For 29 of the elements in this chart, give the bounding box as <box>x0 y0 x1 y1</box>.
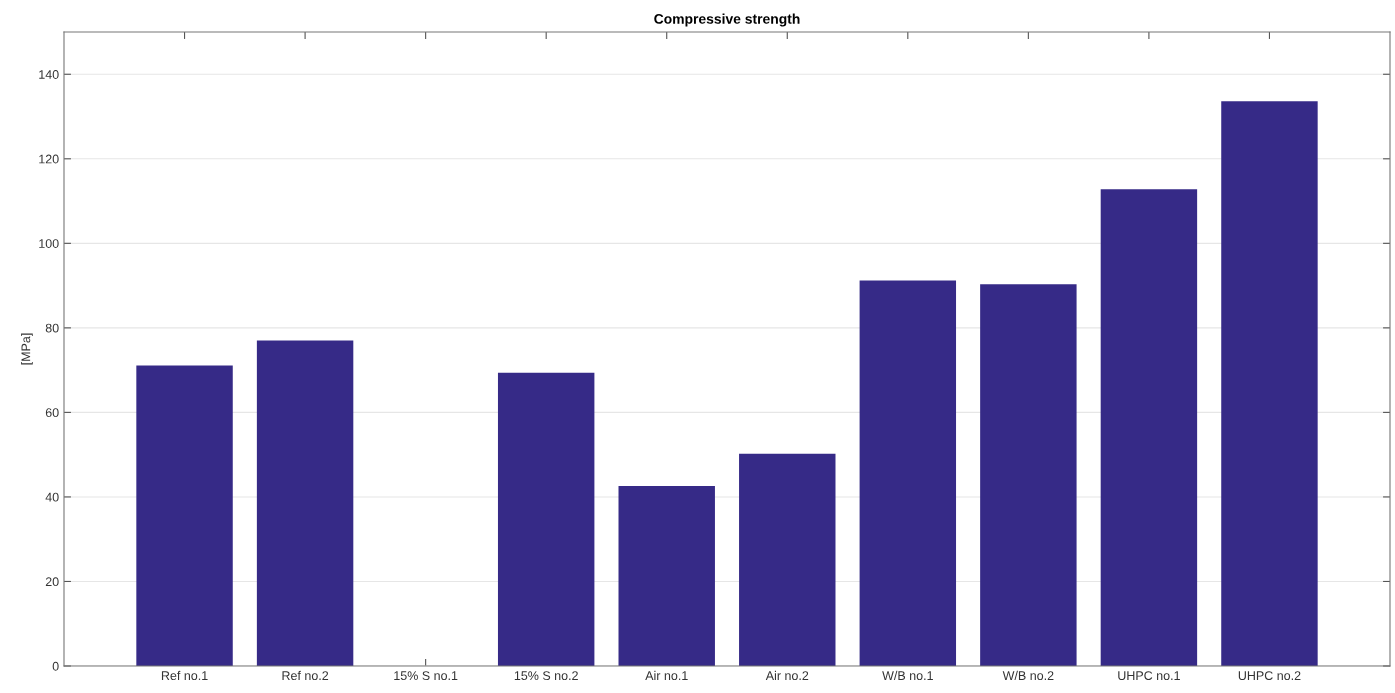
y-tick-label: 20 <box>45 577 59 587</box>
bar <box>497 372 595 666</box>
x-tick-label: 15% S no.1 <box>394 671 458 681</box>
x-tick-label: W/B no.1 <box>882 670 933 681</box>
x-tick-label: Air no.1 <box>645 670 688 681</box>
x-tick-label: UHPC no.1 <box>1118 671 1180 681</box>
y-tick-label: 80 <box>45 323 59 333</box>
bar <box>739 453 836 666</box>
bar <box>980 284 1077 666</box>
bar <box>256 340 354 666</box>
y-tick-label: 120 <box>39 154 59 164</box>
bar <box>859 280 957 666</box>
x-tick-label: UHPC no.2 <box>1238 671 1301 681</box>
bar <box>1100 189 1198 666</box>
x-tick-label: Air no.2 <box>765 670 809 681</box>
x-tick-label: W/B no.2 <box>1002 670 1054 681</box>
x-tick-label: 15% S no.2 <box>514 671 578 681</box>
y-axis-title: [MPa] <box>21 333 33 365</box>
x-tick-label: Ref no.2 <box>282 670 329 681</box>
y-tick-label: 40 <box>45 492 59 502</box>
y-tick-label: 100 <box>39 239 59 248</box>
bar <box>1221 101 1318 666</box>
y-tick-label: 140 <box>39 70 59 79</box>
bar <box>136 365 233 666</box>
bar <box>618 485 715 666</box>
x-tick-label: Ref no.1 <box>161 670 208 681</box>
y-tick-label: 0 <box>52 661 59 671</box>
chart-title: Compressive strength <box>654 13 800 27</box>
y-tick-label: 60 <box>45 408 59 418</box>
